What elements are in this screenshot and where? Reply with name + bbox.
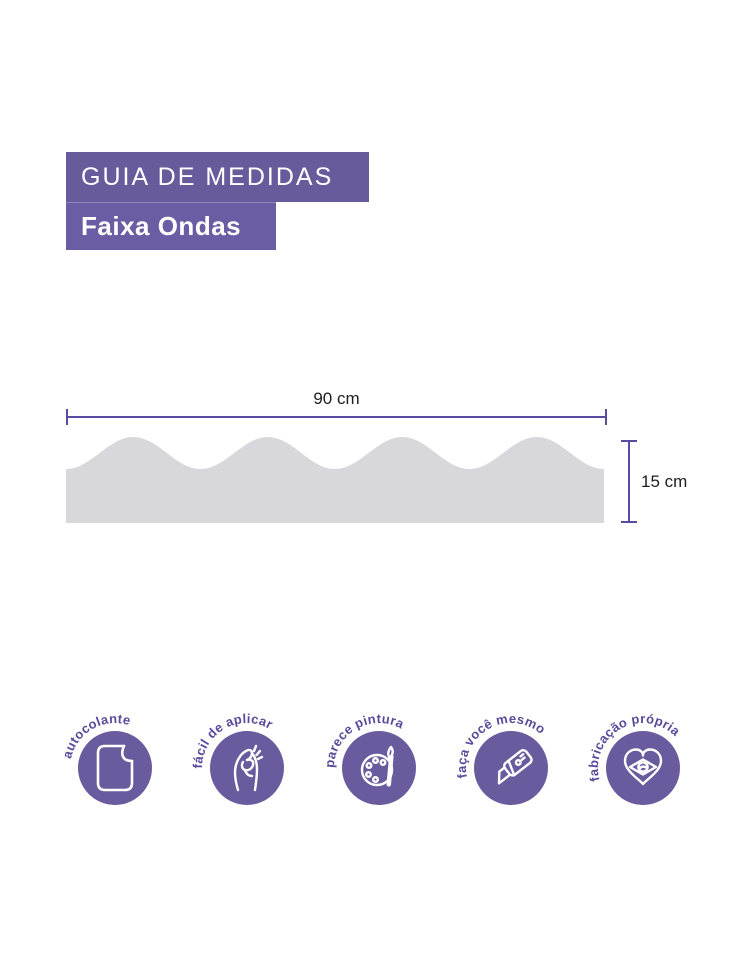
header: GUIA DE MEDIDAS Faixa Ondas	[66, 152, 369, 250]
height-dimension-line	[621, 440, 637, 523]
badge-circle	[606, 731, 680, 805]
badge-parece-pintura: parece pintura	[322, 711, 416, 805]
sticker-peel-icon	[96, 744, 134, 792]
page-title: GUIA DE MEDIDAS	[81, 162, 334, 191]
dimension-tick	[621, 440, 637, 442]
dimension-tick	[605, 409, 607, 425]
width-dimension-line	[66, 409, 607, 425]
badge-circle	[78, 731, 152, 805]
height-dimension-label: 15 cm	[641, 472, 688, 491]
badge-faca-voce-mesmo: faça você mesmo	[454, 711, 548, 805]
dimension-tick	[621, 521, 637, 523]
badge-autocolante: autocolante	[59, 711, 152, 805]
wave-strip-shape	[66, 437, 604, 523]
badge-fabricacao-propria: fabricação própria	[586, 711, 683, 805]
feature-badges: autocolante fácil de aplicar	[49, 700, 709, 812]
dimension-tick	[66, 409, 68, 425]
product-name: Faixa Ondas	[81, 211, 242, 241]
paint-palette-icon	[360, 745, 394, 787]
badge-circle	[210, 731, 284, 805]
snap-fingers-icon	[233, 744, 264, 792]
heart-brazil-flag-icon	[623, 748, 663, 786]
badge-facil-de-aplicar: fácil de aplicar	[190, 711, 284, 805]
title-block: GUIA DE MEDIDAS	[66, 152, 369, 202]
badge-circle	[342, 731, 416, 805]
width-dimension-label: 90 cm	[313, 389, 360, 408]
subtitle-block: Faixa Ondas	[66, 202, 276, 250]
utility-knife-icon	[497, 749, 533, 785]
